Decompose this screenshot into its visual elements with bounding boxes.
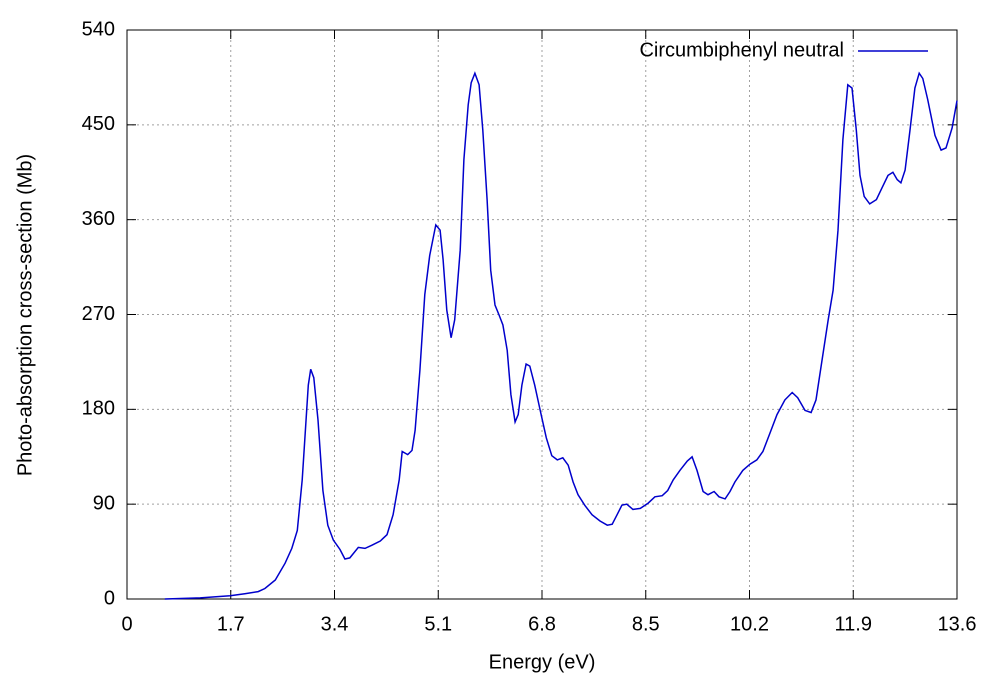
x-tick-label: 8.5 [632,613,660,635]
x-tick-label: 11.9 [835,613,872,635]
y-tick-label: 90 [93,492,115,514]
x-tick-label: 5.1 [424,613,452,635]
plot-frame [126,29,958,600]
x-tick-label: 10.2 [730,613,769,635]
x-tick-label: 0 [121,613,132,635]
y-tick-label: 450 [82,113,115,135]
y-tick-label: 540 [82,18,115,40]
data-line [164,71,958,600]
y-tick-label: 0 [104,587,115,609]
y-tick-label: 360 [82,208,115,230]
legend-label: Circumbiphenyl neutral [639,39,844,61]
x-tick-label: 3.4 [321,613,349,635]
y-tick-label: 180 [82,398,115,420]
x-tick-label: 6.8 [528,613,556,635]
y-tick-label: 270 [82,303,115,325]
x-tick-label: 13.6 [938,613,977,635]
y-axis-label: Photo-absorption cross-section (Mb) [14,154,36,476]
x-axis-label: Energy (eV) [489,651,596,673]
x-tick-label: 1.7 [217,613,245,635]
